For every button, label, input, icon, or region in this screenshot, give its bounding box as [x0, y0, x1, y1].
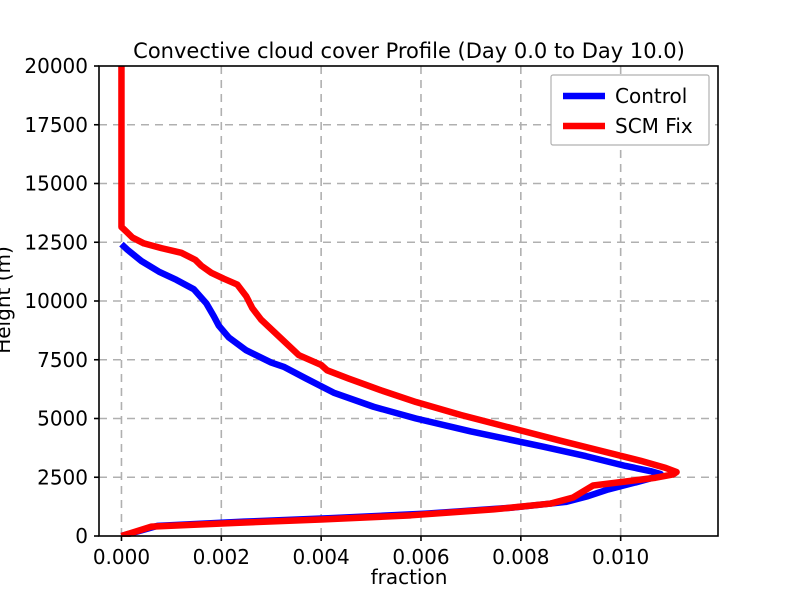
x-tick-label: 0.002	[193, 545, 250, 569]
x-axis-label: fraction	[371, 565, 448, 589]
y-tick-label: 20000	[24, 54, 88, 78]
axis-labels-layer: 0.000 0.002 0.004 0.006 0.008 0.010 0 2500 5000 7…	[24, 54, 649, 569]
x-tick-label: 0.004	[293, 545, 350, 569]
y-tick-label: 0	[75, 524, 88, 548]
y-tick-label: 12500	[24, 230, 88, 254]
legend-label-control: Control	[615, 84, 687, 108]
chart-legend: Control SCM Fix	[550, 74, 710, 146]
x-tick-label: 0.006	[392, 545, 449, 569]
x-tick-label: 0.000	[93, 545, 150, 569]
x-tick-label: 0.008	[492, 545, 549, 569]
y-tick-label: 7500	[37, 348, 88, 372]
y-tick-label: 15000	[24, 172, 88, 196]
y-tick-label: 10000	[24, 289, 88, 313]
chart-title: Convective cloud cover Profile (Day 0.0 …	[133, 39, 685, 63]
series-layer	[118, 66, 680, 537]
x-tick-label: 0.010	[592, 545, 649, 569]
y-tick-label: 17500	[24, 113, 88, 137]
y-tick-label: 5000	[37, 407, 88, 431]
y-tick-label: 2500	[37, 465, 88, 489]
series-line-scm-fix	[118, 66, 680, 537]
y-axis-label: Height (m)	[0, 246, 15, 354]
legend-label-scm-fix: SCM Fix	[615, 114, 693, 138]
axis-ticks-layer	[94, 65, 622, 541]
